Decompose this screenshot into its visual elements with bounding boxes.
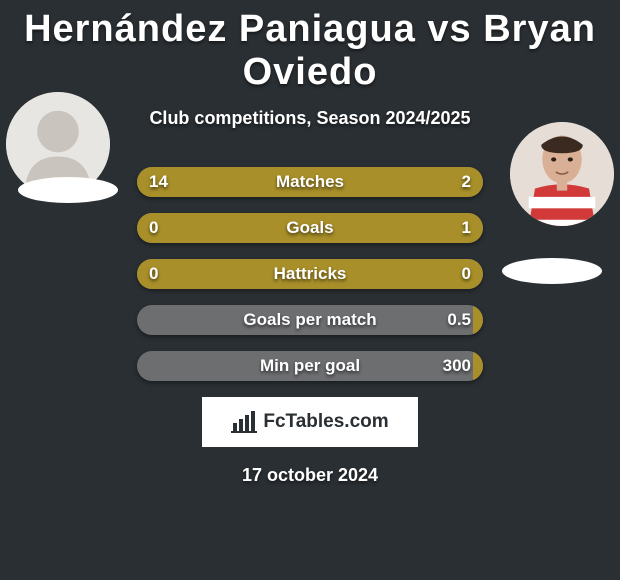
page-title: Hernández Paniagua vs Bryan Oviedo (0, 0, 620, 94)
bar-right-fill (473, 305, 483, 335)
player-photo-icon (510, 122, 614, 226)
comparison-bars: 14Matches2 0Goals1 0Hattricks0 Goals per ma… (137, 167, 483, 381)
bar-background (137, 351, 483, 381)
bar-background (137, 305, 483, 335)
bar-right-fill (137, 213, 483, 243)
bar-left-fill (137, 259, 483, 289)
fctables-logo: FcTables.com (202, 397, 418, 447)
bar-right-fill (397, 167, 484, 197)
stat-row: Goals per match0.5 (137, 305, 483, 335)
player-right-avatar (510, 122, 614, 226)
avatar-shadow-left (18, 177, 118, 203)
logo-text: FcTables.com (263, 411, 388, 433)
stat-row: 14Matches2 (137, 167, 483, 197)
stat-row: Min per goal300 (137, 351, 483, 381)
stat-row: 0Hattricks0 (137, 259, 483, 289)
bar-chart-icon (231, 411, 257, 433)
avatar-shadow-right (502, 258, 602, 284)
snapshot-date: 17 october 2024 (0, 465, 620, 486)
bar-left-fill (137, 167, 397, 197)
bar-right-fill (473, 351, 483, 381)
stat-row: 0Goals1 (137, 213, 483, 243)
